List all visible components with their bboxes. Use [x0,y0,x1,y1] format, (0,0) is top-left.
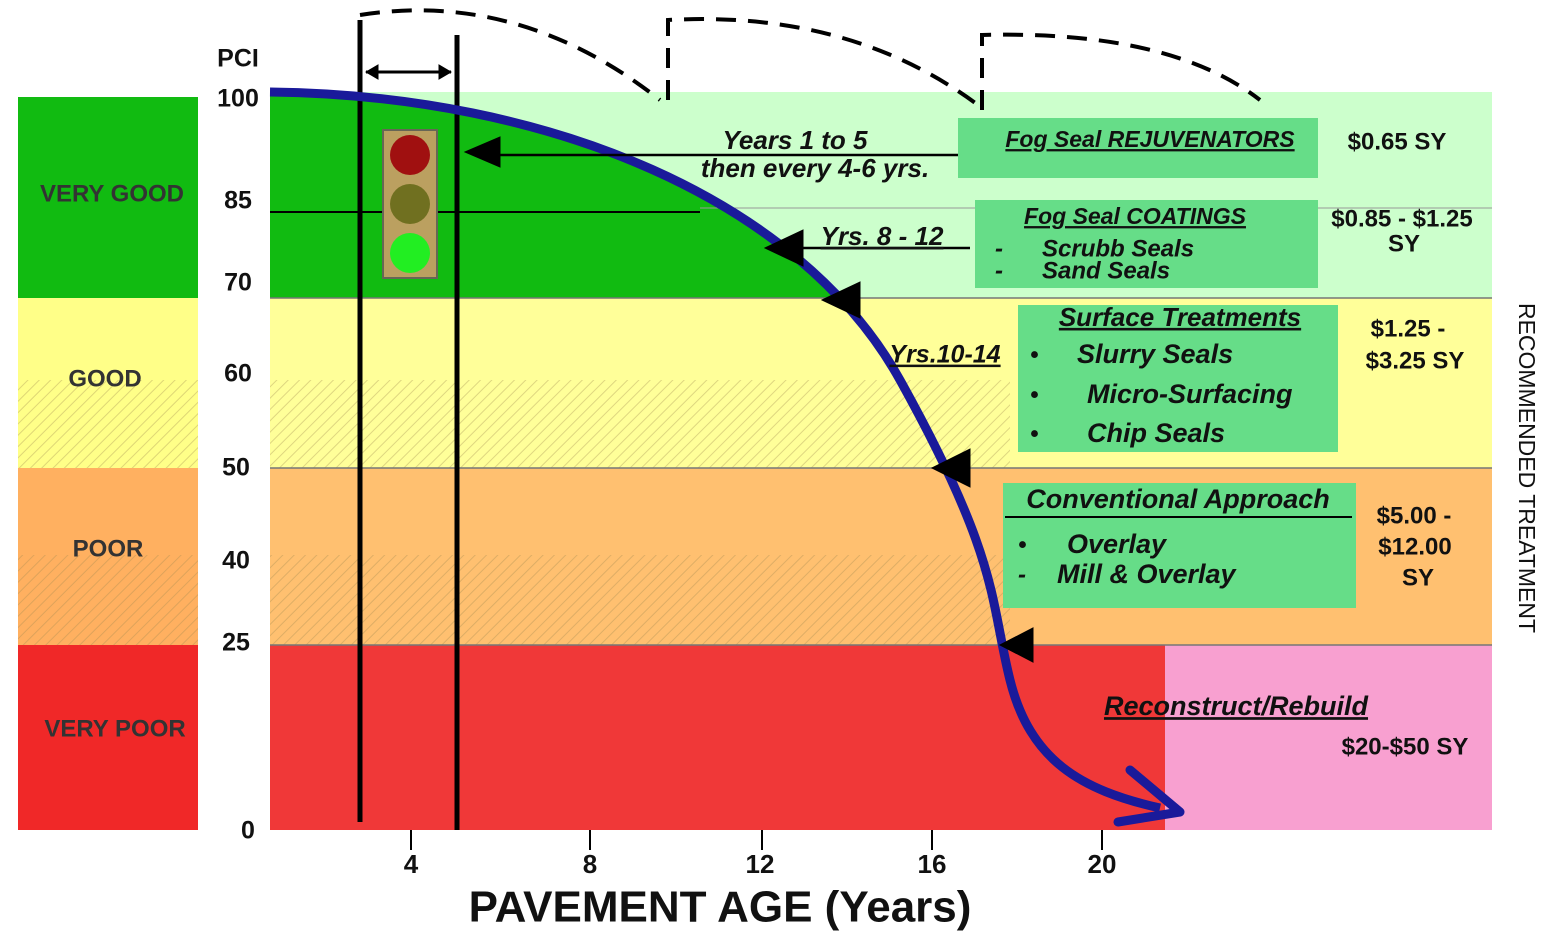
y-tick-label: 100 [217,85,259,113]
cost: $20-$50 SY [1342,733,1469,760]
bullet: - [1018,561,1026,588]
treatment-title: Reconstruct/Rebuild [1104,691,1369,721]
y-tick-label: 40 [222,547,250,575]
cost: $3.25 SY [1366,347,1465,374]
timing-label: then every 4-6 yrs. [701,153,929,183]
y-tick-label: 60 [224,360,252,388]
x-tick-label: 12 [746,849,775,879]
treatment-title: Fog Seal REJUVENATORS [1005,126,1295,152]
treatment-title: Fog Seal COATINGS [1024,203,1247,229]
y-tick-label: 70 [224,269,252,297]
timing-label: Yrs. 8 - 12 [821,221,944,251]
cost: $5.00 - [1377,502,1452,529]
y-tick-label: 0 [241,817,255,845]
y-axis-title: PCI [217,45,259,73]
x-tick-label: 16 [918,849,947,879]
cost: $12.00 [1378,533,1451,560]
cost: $1.25 - [1371,315,1446,342]
y-tick-label: 50 [222,454,250,482]
band-label: POOR [73,535,144,562]
treatment-title: Conventional Approach [1026,484,1330,514]
treatment-item: Slurry Seals [1077,339,1233,369]
bullet: • [1030,381,1038,408]
treatment-title: Surface Treatments [1059,302,1301,332]
cost: SY [1388,230,1420,257]
condition-column: VERY GOOD GOOD POOR VERY POOR [18,97,198,830]
y-tick-label: 25 [222,629,250,657]
treatment-item: Chip Seals [1087,418,1225,448]
band-label: VERY POOR [44,715,185,742]
bullet: • [1030,420,1038,447]
treatment-item: Overlay [1067,529,1168,559]
band-label: VERY GOOD [40,180,184,207]
y-tick-label: 85 [224,187,252,215]
x-tick-label: 4 [404,849,419,879]
treatment-item: Mill & Overlay [1057,559,1238,589]
cost: SY [1402,564,1434,591]
diagram: VERY GOOD GOOD POOR VERY POOR Years 1 to… [0,0,1552,939]
timing-label: Years 1 to 5 [722,125,868,155]
x-tick-label: 20 [1088,849,1117,879]
x-axis-title: PAVEMENT AGE (Years) [469,883,972,932]
bullet: • [1018,531,1026,558]
traffic-light [383,130,437,278]
cost: $0.65 SY [1348,128,1447,155]
treatment-item: Micro-Surfacing [1087,379,1293,409]
band-label: GOOD [68,365,141,392]
treatment-item: Sand Seals [1042,257,1170,284]
bullet: - [995,257,1003,284]
timing-label: Yrs.10-14 [889,341,1000,369]
bullet: • [1030,341,1038,368]
cost: $0.85 - $1.25 [1331,205,1472,232]
right-axis-title: RECOMMENDED TREATMENT [1514,303,1540,633]
x-tick-label: 8 [583,849,597,879]
